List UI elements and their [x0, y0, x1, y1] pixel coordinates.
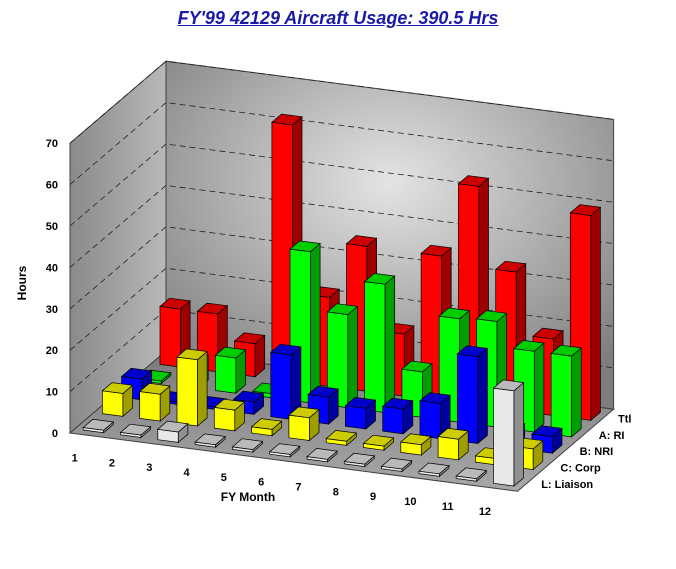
y-axis-label: Hours — [15, 265, 29, 300]
series-label: L: Liaison — [541, 479, 593, 491]
series-label: Ttl — [618, 413, 631, 425]
bar-c-corp-month-2 — [138, 382, 171, 422]
gridline — [69, 267, 614, 351]
bar-c-corp-month-9 — [399, 433, 432, 456]
bar-l-liaison-month-9 — [380, 457, 413, 473]
bar-ttl-month-1 — [159, 297, 191, 368]
bar-b-nri-month-5 — [269, 343, 302, 421]
series-label: A: RI — [599, 430, 625, 442]
x-tick-label: 3 — [146, 462, 152, 474]
bar-c-corp-month-10 — [437, 427, 470, 461]
bar-l-liaison-month-10 — [418, 462, 450, 478]
bar-a-ri-month-12 — [550, 344, 583, 438]
bar-l-liaison-month-12 — [492, 379, 525, 487]
y-tick-label: 20 — [46, 345, 58, 357]
y-tick-label: 60 — [46, 180, 58, 192]
x-tick-label: 10 — [404, 496, 416, 508]
bar-a-ri-month-7 — [363, 273, 396, 414]
gridline — [69, 102, 614, 185]
bar-c-corp-month-6 — [288, 406, 320, 442]
bar-l-liaison-month-4 — [194, 433, 227, 448]
x-tick-label: 4 — [183, 467, 190, 479]
bar-c-corp-month-3 — [176, 348, 208, 427]
bar-l-liaison-month-2 — [119, 423, 152, 439]
x-tick-label: 9 — [370, 491, 376, 503]
y-tick-label: 30 — [46, 304, 58, 316]
bar-a-ri-month-6 — [326, 303, 359, 409]
x-tick-label: 11 — [442, 501, 454, 513]
gridline — [69, 143, 614, 227]
bar-l-liaison-month-5 — [231, 438, 264, 453]
bar-b-nri-month-9 — [419, 392, 451, 440]
bar-b-nri-month-7 — [344, 397, 377, 430]
x-tick-label: 12 — [479, 506, 491, 518]
bar-a-ri-month-3 — [214, 346, 247, 394]
gridline — [69, 60, 614, 144]
x-tick-label: 6 — [258, 477, 264, 489]
bar-c-corp-month-7 — [325, 430, 358, 447]
bar-c-corp-month-8 — [362, 434, 395, 451]
chart-title: FY'99 42129 Aircraft Usage: 390.5 Hrs — [177, 8, 499, 28]
y-tick-label: 0 — [52, 428, 58, 440]
y-tick-label: 10 — [46, 387, 58, 399]
gridline — [69, 184, 614, 268]
bar-l-liaison-month-8 — [343, 452, 376, 468]
x-tick-label: 5 — [221, 472, 227, 484]
bar-b-nri-month-10 — [456, 345, 489, 445]
chart-bars — [82, 113, 602, 487]
bar-c-corp-month-1 — [101, 382, 134, 418]
bar-l-liaison-month-6 — [268, 443, 301, 458]
x-tick-label: 7 — [295, 482, 301, 494]
bar-b-nri-month-8 — [381, 397, 414, 435]
bar-c-corp-month-4 — [213, 398, 246, 432]
y-tick-label: 40 — [46, 262, 58, 274]
x-tick-label: 1 — [72, 452, 78, 464]
x-tick-label: 2 — [109, 457, 115, 469]
y-tick-label: 70 — [46, 138, 58, 150]
x-axis-label: FY Month — [221, 490, 275, 504]
bar-l-liaison-month-3 — [156, 420, 189, 444]
x-tick-label: 8 — [333, 486, 339, 498]
bar-c-corp-month-5 — [250, 418, 283, 437]
y-tick-label: 50 — [46, 221, 58, 233]
gridline — [69, 309, 614, 392]
chart-gridlines — [69, 60, 614, 392]
series-label: B: NRI — [580, 446, 614, 458]
bar-l-liaison-month-1 — [82, 418, 115, 434]
series-label: C: Corp — [560, 463, 601, 475]
gridline — [69, 226, 614, 310]
bar-l-liaison-month-11 — [455, 467, 488, 482]
bar-l-liaison-month-7 — [306, 448, 338, 463]
